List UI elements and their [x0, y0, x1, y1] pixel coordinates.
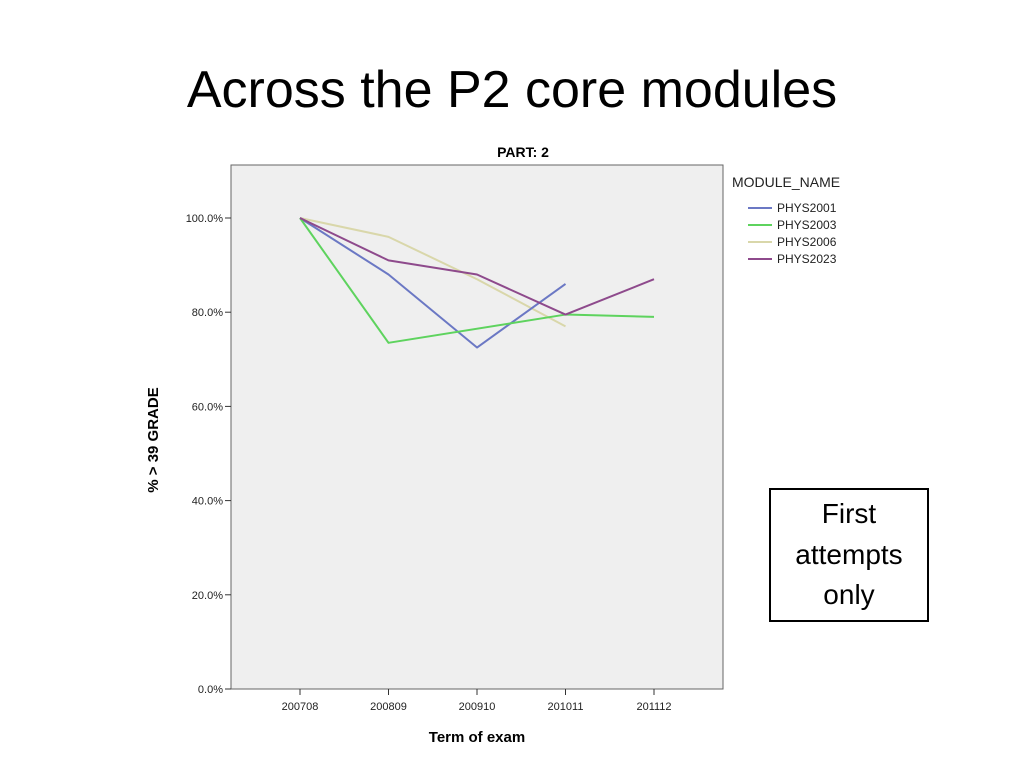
- note-box: First attempts only: [769, 488, 929, 622]
- y-tick-label: 0.0%: [198, 684, 223, 696]
- y-tick-label: 60.0%: [192, 401, 223, 413]
- plot-area: [230, 164, 724, 690]
- legend-label-phys2001: PHYS2001: [777, 201, 837, 215]
- y-tick-label: 100.0%: [186, 213, 224, 225]
- series-line-phys2001: [299, 217, 567, 349]
- x-tick-label: 200708: [282, 701, 319, 713]
- legend-label-phys2006: PHYS2006: [777, 235, 837, 249]
- x-tick-label: 200809: [370, 701, 407, 713]
- y-tick-label: 40.0%: [192, 496, 223, 508]
- legend-title: MODULE_NAME: [732, 174, 840, 190]
- x-tick-label: 201112: [636, 701, 671, 713]
- slide-title: Across the P2 core modules: [186, 61, 838, 119]
- x-tick-label: 200910: [459, 701, 496, 713]
- y-axis-label: % > 39 GRADE: [145, 387, 162, 492]
- series-line-phys2003: [299, 217, 655, 344]
- y-tick-label: 80.0%: [192, 307, 223, 319]
- note-text: First attempts only: [795, 498, 903, 611]
- series-line-phys2023: [299, 217, 655, 316]
- y-tick-label: 20.0%: [192, 590, 223, 602]
- series-line-phys2006: [299, 217, 566, 328]
- legend-label-phys2003: PHYS2003: [777, 218, 837, 232]
- chart-title: PART: 2: [497, 144, 549, 160]
- x-axis-label: Term of exam: [429, 729, 525, 746]
- x-tick-label: 201011: [548, 701, 584, 713]
- legend-label-phys2023: PHYS2023: [777, 252, 837, 266]
